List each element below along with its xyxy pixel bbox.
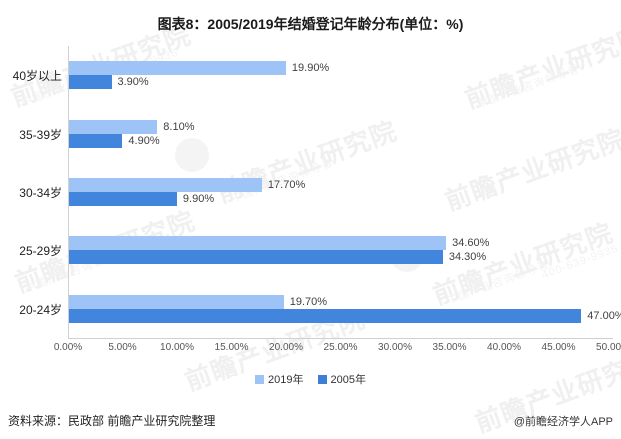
bar-row: 9.90%: [69, 191, 215, 206]
bar-group: 19.70% 47.00%: [69, 280, 621, 338]
bar-2019年[interactable]: [69, 177, 262, 192]
bar-row: 17.70%: [69, 177, 306, 192]
source-note: 资料来源：民政部 前瞻产业研究院整理: [8, 414, 216, 428]
bar-2005年[interactable]: [69, 75, 112, 90]
bar-2019年[interactable]: [69, 236, 447, 251]
x-axis-tick-labels: 0.00% 5.00% 10.00% 15.00% 20.00% 25.00% 30.00%…: [0, 342, 621, 358]
x-tick-label: 0.00%: [53, 342, 83, 353]
bar-2005年[interactable]: [69, 191, 177, 206]
bar-row: 19.70%: [69, 294, 328, 309]
bar-row: 8.10%: [69, 119, 195, 134]
bar-value-label: 3.90%: [117, 76, 149, 89]
x-tick-label: 20.00%: [269, 342, 303, 353]
bar-group: 17.70% 9.90%: [69, 163, 613, 221]
category-label: 20-24岁: [19, 302, 62, 317]
bar-row: 3.90%: [69, 75, 149, 90]
bar-value-label: 17.70%: [267, 178, 306, 191]
bar-2005年[interactable]: [69, 133, 123, 148]
bar-value-label: 19.70%: [289, 295, 328, 308]
x-tick-label: 30.00%: [378, 342, 412, 353]
x-tick-label: 35.00%: [432, 342, 467, 353]
x-tick-label: 40.00%: [487, 342, 521, 353]
bar-group: 34.60% 34.30%: [69, 221, 613, 279]
bar-value-label: 47.00%: [587, 309, 621, 322]
plot-area: 19.70% 47.00% 34.60% 34.30% 17.70% 9.90% 8.10%…: [68, 46, 621, 338]
category-label: 25-29岁: [19, 244, 62, 259]
bar-value-label: 4.90%: [128, 134, 160, 147]
x-tick-label: 45.00%: [541, 342, 576, 353]
bar-2005年[interactable]: [69, 250, 443, 265]
bar-row: 4.90%: [69, 133, 160, 148]
legend-item[interactable]: 2005年: [317, 371, 366, 387]
bar-row: 19.90%: [69, 61, 330, 76]
bar-2019年[interactable]: [69, 119, 158, 134]
x-tick-label: 5.00%: [108, 342, 137, 353]
bar-group: 19.90% 3.90%: [69, 46, 613, 104]
bar-2019年[interactable]: [69, 61, 286, 76]
category-label: 30-34岁: [19, 186, 62, 200]
legend-label: 2019年: [268, 374, 304, 386]
legend-swatch-icon: [317, 374, 327, 384]
legend-item[interactable]: 2019年: [255, 371, 304, 387]
bar-value-label: 34.30%: [448, 251, 487, 264]
category-label: 40岁以上: [12, 69, 62, 84]
bar-row: 47.00%: [69, 308, 621, 323]
bar-2019年[interactable]: [69, 294, 284, 309]
bar-row: 34.60%: [69, 236, 490, 251]
bar-value-label: 19.90%: [291, 62, 330, 75]
bar-value-label: 34.60%: [452, 237, 490, 250]
chart-title: 图表8：2005/2019年结婚登记年龄分布(单位：%): [157, 16, 464, 32]
x-axis-line: [68, 338, 613, 339]
x-tick-label: 15.00%: [214, 342, 249, 353]
chart-legend: 2019年 2005年: [0, 371, 621, 387]
bar-row: 34.30%: [69, 250, 487, 265]
bar-2005年[interactable]: [69, 308, 582, 323]
x-tick-label: 25.00%: [323, 342, 358, 353]
category-label: 35-39岁: [19, 127, 62, 142]
bar-value-label: 9.90%: [182, 192, 215, 205]
brand-credit: @前瞻经济学人APP: [513, 416, 613, 428]
x-tick-label: 10.00%: [160, 342, 194, 353]
bar-value-label: 8.10%: [163, 120, 195, 133]
legend-label: 2005年: [330, 374, 366, 386]
legend-swatch-icon: [255, 374, 265, 384]
bar-group: 8.10% 4.90%: [69, 104, 613, 162]
x-tick-label: 50.00%: [596, 342, 621, 353]
